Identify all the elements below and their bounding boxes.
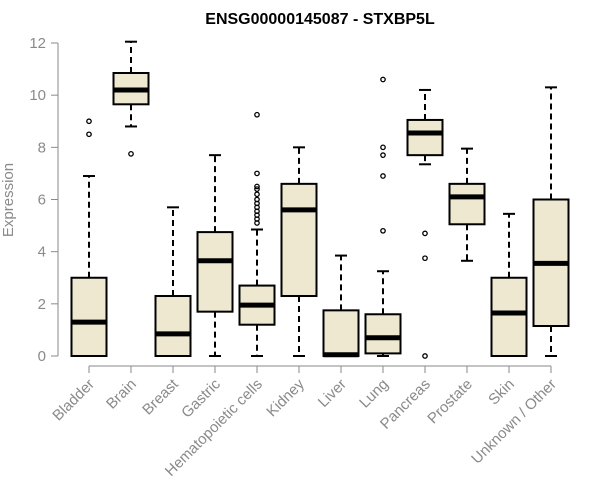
y-tick-label: 10 xyxy=(29,87,46,104)
box-group-gastric xyxy=(196,154,234,357)
box-group-hematopoietic-cells xyxy=(238,111,276,357)
box-group-lung xyxy=(364,76,402,357)
iqr-box xyxy=(280,182,318,298)
outlier-point xyxy=(380,76,386,83)
outlier-point xyxy=(380,173,386,179)
iqr-box xyxy=(448,182,486,226)
outlier-point xyxy=(86,131,92,138)
y-axis: 0 2 4 6 8 10 12 xyxy=(29,35,59,365)
box-group-pancreas xyxy=(406,88,444,359)
box-group-skin xyxy=(490,212,528,357)
x-tick-label: Brain xyxy=(103,376,140,413)
x-tick-label: Skin xyxy=(485,376,518,409)
box-group-breast xyxy=(154,206,192,357)
outlier-point xyxy=(254,183,260,190)
outlier-point xyxy=(380,144,386,151)
outlier-point xyxy=(254,191,260,198)
iqr-box xyxy=(490,276,528,357)
y-tick-label: 2 xyxy=(38,296,46,313)
iqr-box xyxy=(364,313,402,355)
outlier-point xyxy=(254,196,260,203)
iqr-box xyxy=(322,309,360,357)
y-tick-label: 8 xyxy=(38,139,46,156)
iqr-box xyxy=(406,118,444,157)
box-group-bladder xyxy=(70,118,108,357)
outlier-point xyxy=(380,152,386,159)
outlier-point xyxy=(254,111,260,118)
box-group-liver xyxy=(322,254,360,358)
x-tick-label: Prostate xyxy=(424,376,476,428)
y-tick-label: 6 xyxy=(38,192,46,209)
box-group-brain xyxy=(112,40,150,157)
box-group-prostate xyxy=(448,147,486,262)
y-tick-label: 0 xyxy=(38,348,46,365)
x-tick-label: Kidney xyxy=(263,375,308,420)
outlier-point xyxy=(422,353,428,359)
outlier-point xyxy=(422,255,428,262)
outlier-point xyxy=(128,151,134,157)
x-tick-label: Bladder xyxy=(49,376,98,425)
plot-area xyxy=(70,40,570,359)
x-tick-label: Lung xyxy=(356,376,392,412)
chart-title: ENSG00000145087 - STXBP5L xyxy=(205,11,435,28)
iqr-box xyxy=(196,231,234,313)
y-tick-label: 12 xyxy=(29,35,46,52)
box-group-kidney xyxy=(280,146,318,357)
x-tick-label: Liver xyxy=(315,376,350,411)
box-group-unknown-other xyxy=(532,86,570,357)
outlier-point xyxy=(380,227,386,234)
outlier-point xyxy=(86,118,92,125)
y-axis-label: Expression xyxy=(0,163,17,237)
outlier-point xyxy=(422,230,428,237)
iqr-box xyxy=(70,276,108,357)
x-tick-label: Breast xyxy=(139,375,182,418)
outlier-point xyxy=(254,170,260,177)
outlier-point xyxy=(254,186,260,192)
y-tick-label: 4 xyxy=(38,244,46,261)
iqr-box xyxy=(154,295,192,357)
